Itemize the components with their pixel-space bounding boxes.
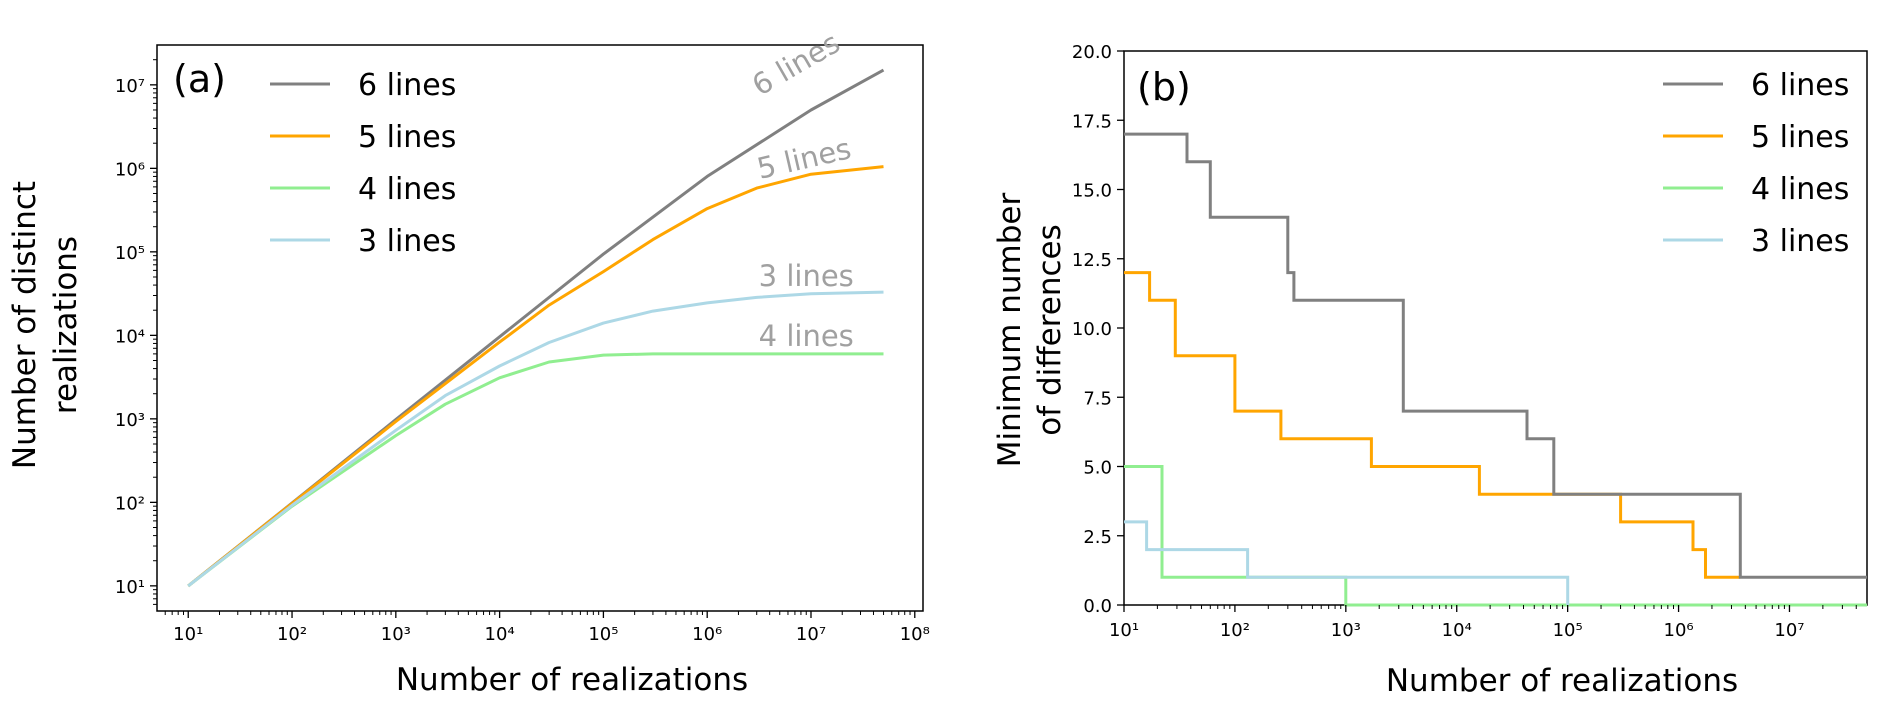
x-tick-label: 10⁵ xyxy=(1553,620,1583,641)
y-tick-label: 2.5 xyxy=(1083,527,1112,548)
panel-a-x-axis-label: Number of realizations xyxy=(396,662,748,698)
y-tick-label: 10.0 xyxy=(1072,319,1112,340)
y-tick-label: 10⁴ xyxy=(115,326,145,347)
panel-b-legend: 6 lines 5 lines 4 lines 3 lines xyxy=(1663,68,1849,259)
panel-b-x-ticks: 10¹ 10² 10³ 10⁴ 10⁵ 10⁶ 10⁷ xyxy=(1109,605,1857,641)
panel-a-inline-labels: 6 lines 5 lines 3 lines 4 lines xyxy=(746,25,854,352)
x-tick-label: 10⁶ xyxy=(692,624,722,645)
x-tick-label: 10⁴ xyxy=(1442,620,1472,641)
inline-label-4-lines: 4 lines xyxy=(759,319,854,353)
legend-label-5-lines: 5 lines xyxy=(1751,120,1849,155)
y-tick-label: 15.0 xyxy=(1072,181,1112,202)
x-tick-label: 10² xyxy=(1220,620,1250,641)
legend-label-4-lines: 4 lines xyxy=(358,172,456,207)
x-tick-label: 10¹ xyxy=(173,624,203,645)
legend-label-3-lines: 3 lines xyxy=(1751,224,1849,259)
panel-a-y-ticks: 10¹ 10² 10³ 10⁴ 10⁵ 10⁶ 10⁷ xyxy=(115,59,157,605)
y-tick-label: 20.0 xyxy=(1072,42,1112,63)
x-tick-label: 10⁷ xyxy=(796,624,826,645)
y-tick-label: 10⁵ xyxy=(115,243,145,264)
panel-b-label: (b) xyxy=(1137,65,1191,109)
panel-a-frame xyxy=(156,44,924,612)
series-line-3-lines xyxy=(187,290,884,588)
x-tick-label: 10⁸ xyxy=(900,624,930,645)
panel-b-y-ticks: 0.0 2.5 5.0 7.5 10.0 12.5 15.0 17.5 20.0 xyxy=(1072,42,1124,617)
series-line-4-lines xyxy=(187,352,884,588)
inline-label-6-lines: 6 lines xyxy=(746,25,845,102)
panel-a-y-axis-label-line2: realizations xyxy=(48,236,84,414)
x-tick-label: 10³ xyxy=(1331,620,1361,641)
panel-a: 10¹ 10² 10³ 10⁴ 10⁵ 10⁶ 10⁷ 10⁸ 10¹ 10² 10³ 10⁴ 10⁵… xyxy=(7,25,930,698)
panel-a-series xyxy=(187,68,885,588)
panel-a-x-ticks: 10¹ 10² 10³ 10⁴ 10⁵ 10⁶ 10⁷ 10⁸ xyxy=(164,611,930,645)
x-tick-label: 10⁶ xyxy=(1664,620,1694,641)
x-tick-label: 10¹ xyxy=(1109,620,1139,641)
y-tick-label: 10⁷ xyxy=(115,76,145,97)
x-tick-label: 10³ xyxy=(381,624,411,645)
inline-label-5-lines: 5 lines xyxy=(754,131,854,186)
x-tick-label: 10⁴ xyxy=(485,624,515,645)
panel-b-x-axis-label: Number of realizations xyxy=(1386,663,1738,699)
legend-label-4-lines: 4 lines xyxy=(1751,172,1849,207)
series-step-3-lines xyxy=(1124,520,1570,605)
series-line-5-lines xyxy=(187,165,884,588)
y-tick-label: 10³ xyxy=(115,410,145,431)
y-tick-label: 10⁶ xyxy=(115,159,145,180)
y-tick-label: 5.0 xyxy=(1083,458,1112,479)
y-tick-label: 17.5 xyxy=(1072,111,1112,132)
legend-label-3-lines: 3 lines xyxy=(358,224,456,259)
inline-label-3-lines: 3 lines xyxy=(759,259,854,293)
panel-b-series xyxy=(1124,132,1867,607)
panel-a-y-axis-label-line1: Number of distinct xyxy=(7,181,43,469)
panel-a-label: (a) xyxy=(173,57,226,101)
series-step-6-lines xyxy=(1124,132,1867,579)
legend-label-6-lines: 6 lines xyxy=(358,68,456,103)
x-tick-label: 10⁵ xyxy=(588,624,618,645)
legend-label-5-lines: 5 lines xyxy=(358,120,456,155)
panel-b: 10¹ 10² 10³ 10⁴ 10⁵ 10⁶ 10⁷ 0.0 2.5 5.0 7.5 10.0 12… xyxy=(992,42,1868,699)
series-step-5-lines xyxy=(1124,271,1741,579)
y-tick-label: 0.0 xyxy=(1083,596,1112,617)
legend-label-6-lines: 6 lines xyxy=(1751,68,1849,103)
x-tick-label: 10² xyxy=(277,624,307,645)
series-step-4-lines xyxy=(1124,465,1867,607)
y-tick-label: 7.5 xyxy=(1083,388,1112,409)
y-tick-label: 10¹ xyxy=(115,577,145,598)
panel-b-y-axis-label-line1: Minimum number xyxy=(992,192,1028,467)
y-tick-label: 12.5 xyxy=(1072,250,1112,271)
x-tick-label: 10⁷ xyxy=(1774,620,1804,641)
y-tick-label: 10² xyxy=(115,493,145,514)
panel-a-legend: 6 lines 5 lines 4 lines 3 lines xyxy=(270,68,456,259)
panel-b-y-axis-label-line2: of differences xyxy=(1032,224,1068,436)
